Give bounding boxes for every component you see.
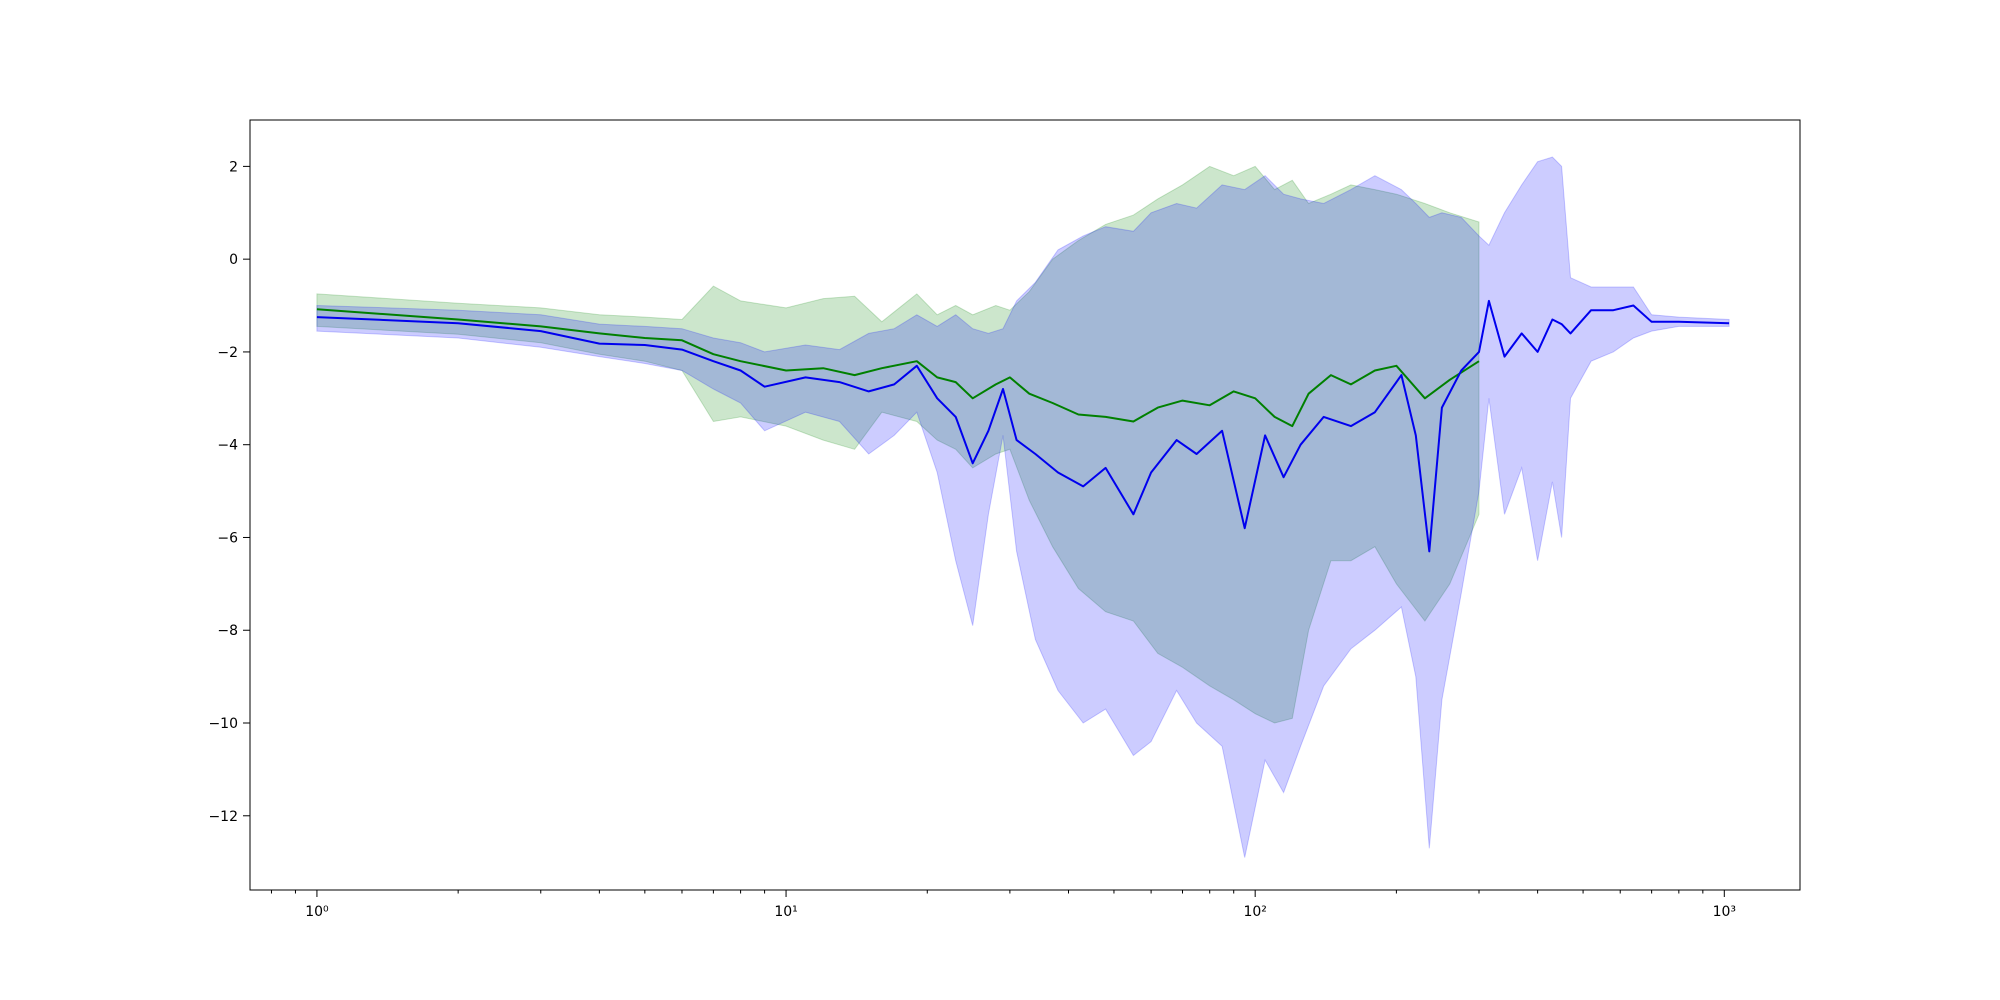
y-tick-label: 0 bbox=[229, 252, 238, 268]
y-tick-label: −12 bbox=[208, 809, 238, 825]
x-tick-label: 10¹ bbox=[774, 904, 797, 920]
y-tick-label: −10 bbox=[208, 716, 238, 732]
plot-frame bbox=[249, 119, 1801, 891]
series-2-line bbox=[316, 299, 1730, 553]
y-axis: 2 0 −2 −4 −6 −8 −10 −12 bbox=[208, 159, 250, 825]
confidence-bands bbox=[316, 156, 1730, 858]
series-2-band bbox=[316, 156, 1730, 858]
y-tick-label: −8 bbox=[217, 623, 238, 639]
series-lines bbox=[316, 299, 1730, 553]
y-tick-label: 2 bbox=[229, 159, 238, 175]
y-tick-label: −2 bbox=[217, 345, 238, 361]
y-tick-label: −4 bbox=[217, 438, 238, 454]
x-axis: 10⁰ 10¹ 10² 10³ bbox=[270, 890, 1736, 920]
series-1-line bbox=[316, 308, 1480, 428]
series-1-band bbox=[316, 165, 1480, 724]
x-tick-label: 10³ bbox=[1713, 904, 1736, 920]
y-tick-label: −6 bbox=[217, 530, 238, 546]
x-tick-label: 10⁰ bbox=[305, 904, 329, 920]
x-tick-label: 10² bbox=[1243, 904, 1266, 920]
